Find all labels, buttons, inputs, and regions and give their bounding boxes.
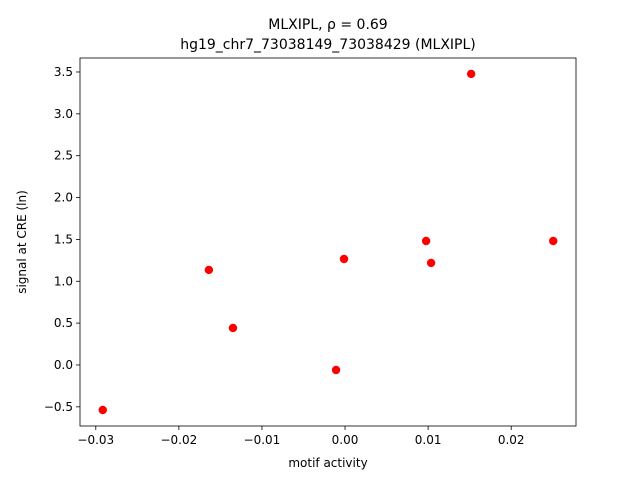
y-tick-label: 3.5 <box>54 65 73 79</box>
x-tick-label: 0.02 <box>498 433 525 447</box>
y-tick-label: 3.0 <box>54 107 73 121</box>
point <box>466 69 476 79</box>
y-tick-label: 0.5 <box>54 316 73 330</box>
point <box>204 265 214 275</box>
x-axis-label: motif activity <box>288 456 367 470</box>
x-tick-label: −0.01 <box>244 433 281 447</box>
point <box>98 405 107 415</box>
y-tick-label: 2.5 <box>54 149 73 163</box>
plot-frame <box>79 57 577 427</box>
x-tick-label: −0.03 <box>77 433 114 447</box>
chart-subtitle: hg19_chr7_73038149_73038429 (MLXIPL) <box>180 37 476 53</box>
point <box>339 254 349 264</box>
point <box>426 258 436 268</box>
x-tick-label: −0.02 <box>160 433 197 447</box>
point <box>228 323 238 333</box>
y-tick-label: −0.5 <box>44 400 73 414</box>
x-tick-label: 0.00 <box>332 433 359 447</box>
y-tick-label: 2.0 <box>54 191 73 205</box>
y-tick-label: 1.5 <box>54 232 73 246</box>
point <box>549 236 558 246</box>
y-tick-label: 0.0 <box>54 358 73 372</box>
chart-title: MLXIPL, ρ = 0.69 <box>268 17 387 33</box>
point <box>421 236 431 246</box>
point <box>331 365 341 375</box>
x-tick-label: 0.01 <box>415 433 442 447</box>
y-axis-label: signal at CRE (ln) <box>15 190 29 294</box>
y-tick-label: 1.0 <box>54 274 73 288</box>
